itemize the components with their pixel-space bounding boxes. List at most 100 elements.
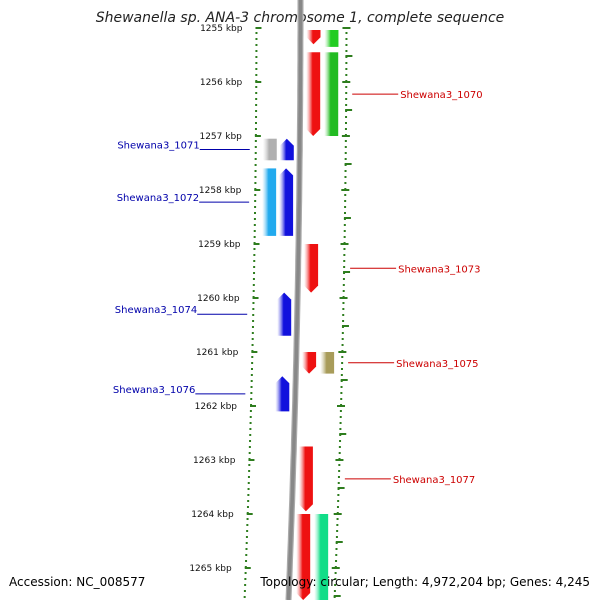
left-guide-dot — [253, 224, 256, 226]
right-minor-tick — [344, 163, 352, 165]
gene-arrow — [279, 138, 294, 161]
left-guide-dot — [250, 386, 253, 388]
ruler-major-tick — [252, 297, 259, 299]
ruler-tick-label: 1263 kbp — [193, 456, 236, 466]
left-guide-dot — [245, 548, 248, 550]
right-guide-dot — [340, 374, 343, 376]
left-guide-dot — [249, 434, 252, 436]
left-guide-dot — [248, 464, 251, 466]
left-guide-dot — [255, 86, 258, 88]
left-guide-dot — [255, 122, 258, 124]
left-guide-dot — [249, 428, 252, 430]
left-guide-dot — [244, 572, 247, 574]
left-guide-dot — [244, 584, 247, 586]
feature-block — [320, 352, 335, 374]
right-guide-dot — [335, 560, 338, 562]
right-guide-dot — [340, 386, 343, 388]
right-guide-dot — [344, 128, 347, 130]
left-guide-dot — [250, 392, 253, 394]
right-guide-dot — [337, 482, 340, 484]
left-guide-dot — [250, 374, 253, 376]
right-guide-dot — [341, 356, 344, 358]
right-guide-dot — [339, 410, 342, 412]
left-guide-dot — [246, 506, 249, 508]
ruler-right-tick — [340, 243, 349, 245]
right-guide-dot — [339, 428, 342, 430]
ruler-major-tick — [255, 81, 262, 83]
right-guide-dot — [343, 224, 346, 226]
right-guide-dot — [345, 74, 348, 76]
right-guide-dot — [343, 230, 346, 232]
right-guide-dot — [334, 578, 337, 580]
right-guide-dot — [345, 32, 348, 34]
gene-arrow — [302, 352, 317, 374]
left-guide-dot — [251, 356, 254, 358]
gene-arrow — [296, 514, 311, 600]
left-guide-dot — [255, 38, 258, 40]
right-guide-dot — [340, 398, 343, 400]
left-guide-dot — [243, 590, 246, 592]
ruler-tick-label: 1258 kbp — [199, 186, 242, 196]
ruler-tick-label: 1260 kbp — [197, 294, 240, 304]
right-guide-dot — [344, 200, 347, 202]
left-guide-dot — [254, 152, 257, 154]
right-guide-dot — [343, 236, 346, 238]
gene-arrow — [306, 52, 321, 136]
ruler-tick-label: 1265 kbp — [189, 564, 232, 574]
ruler-right-tick — [341, 189, 350, 191]
gene-label: Shewana3_1072 — [117, 193, 199, 204]
right-guide-dot — [338, 464, 341, 466]
left-guide-dot — [252, 320, 255, 322]
left-guide-dot — [247, 488, 250, 490]
left-guide-dot — [254, 170, 257, 172]
ruler-major-tick — [254, 189, 261, 191]
left-guide-dot — [255, 68, 258, 70]
left-guide-dot — [253, 254, 256, 256]
gene-label: Shewana3_1071 — [117, 141, 199, 152]
right-guide-dot — [344, 140, 347, 142]
gene-label: Shewana3_1074 — [115, 305, 197, 316]
left-guide-dot — [245, 542, 248, 544]
left-guide-dot — [255, 110, 258, 112]
ruler-right-tick — [331, 567, 340, 569]
ruler-major-tick — [250, 405, 257, 407]
left-guide-dot — [254, 128, 257, 130]
right-guide-dot — [344, 158, 347, 160]
right-guide-dot — [340, 392, 343, 394]
right-guide-dot — [344, 212, 347, 214]
right-guide-dot — [341, 338, 344, 340]
left-guide-dot — [255, 98, 258, 100]
left-guide-dot — [244, 578, 247, 580]
right-minor-tick — [340, 379, 348, 381]
left-guide-dot — [254, 200, 257, 202]
left-guide-dot — [254, 176, 257, 178]
left-guide-dot — [254, 146, 257, 148]
left-guide-dot — [253, 272, 256, 274]
ruler-right-tick — [338, 351, 347, 353]
right-minor-tick — [333, 595, 341, 597]
left-guide-dot — [248, 446, 251, 448]
ruler-right-tick — [341, 135, 350, 137]
right-guide-dot — [334, 584, 337, 586]
left-guide-dot — [246, 518, 249, 520]
ruler-major-tick — [251, 351, 258, 353]
ruler-tick-label: 1256 kbp — [200, 78, 243, 88]
left-guide-dot — [252, 314, 255, 316]
ruler-tick-label: 1264 kbp — [191, 510, 234, 520]
right-minor-tick — [335, 541, 343, 543]
right-guide-dot — [345, 86, 348, 88]
right-guide-dot — [342, 284, 345, 286]
left-guide-dot — [252, 308, 255, 310]
right-guide-dot — [335, 554, 338, 556]
ruler-major-tick — [248, 459, 255, 461]
left-guide-dot — [251, 332, 254, 334]
backbone-line — [286, 0, 303, 600]
ruler-major-tick — [253, 243, 260, 245]
left-guide-dot — [252, 290, 255, 292]
left-guide-dot — [249, 440, 252, 442]
left-guide-dot — [253, 260, 256, 262]
right-guide-dot — [345, 116, 348, 118]
right-guide-dot — [336, 506, 339, 508]
